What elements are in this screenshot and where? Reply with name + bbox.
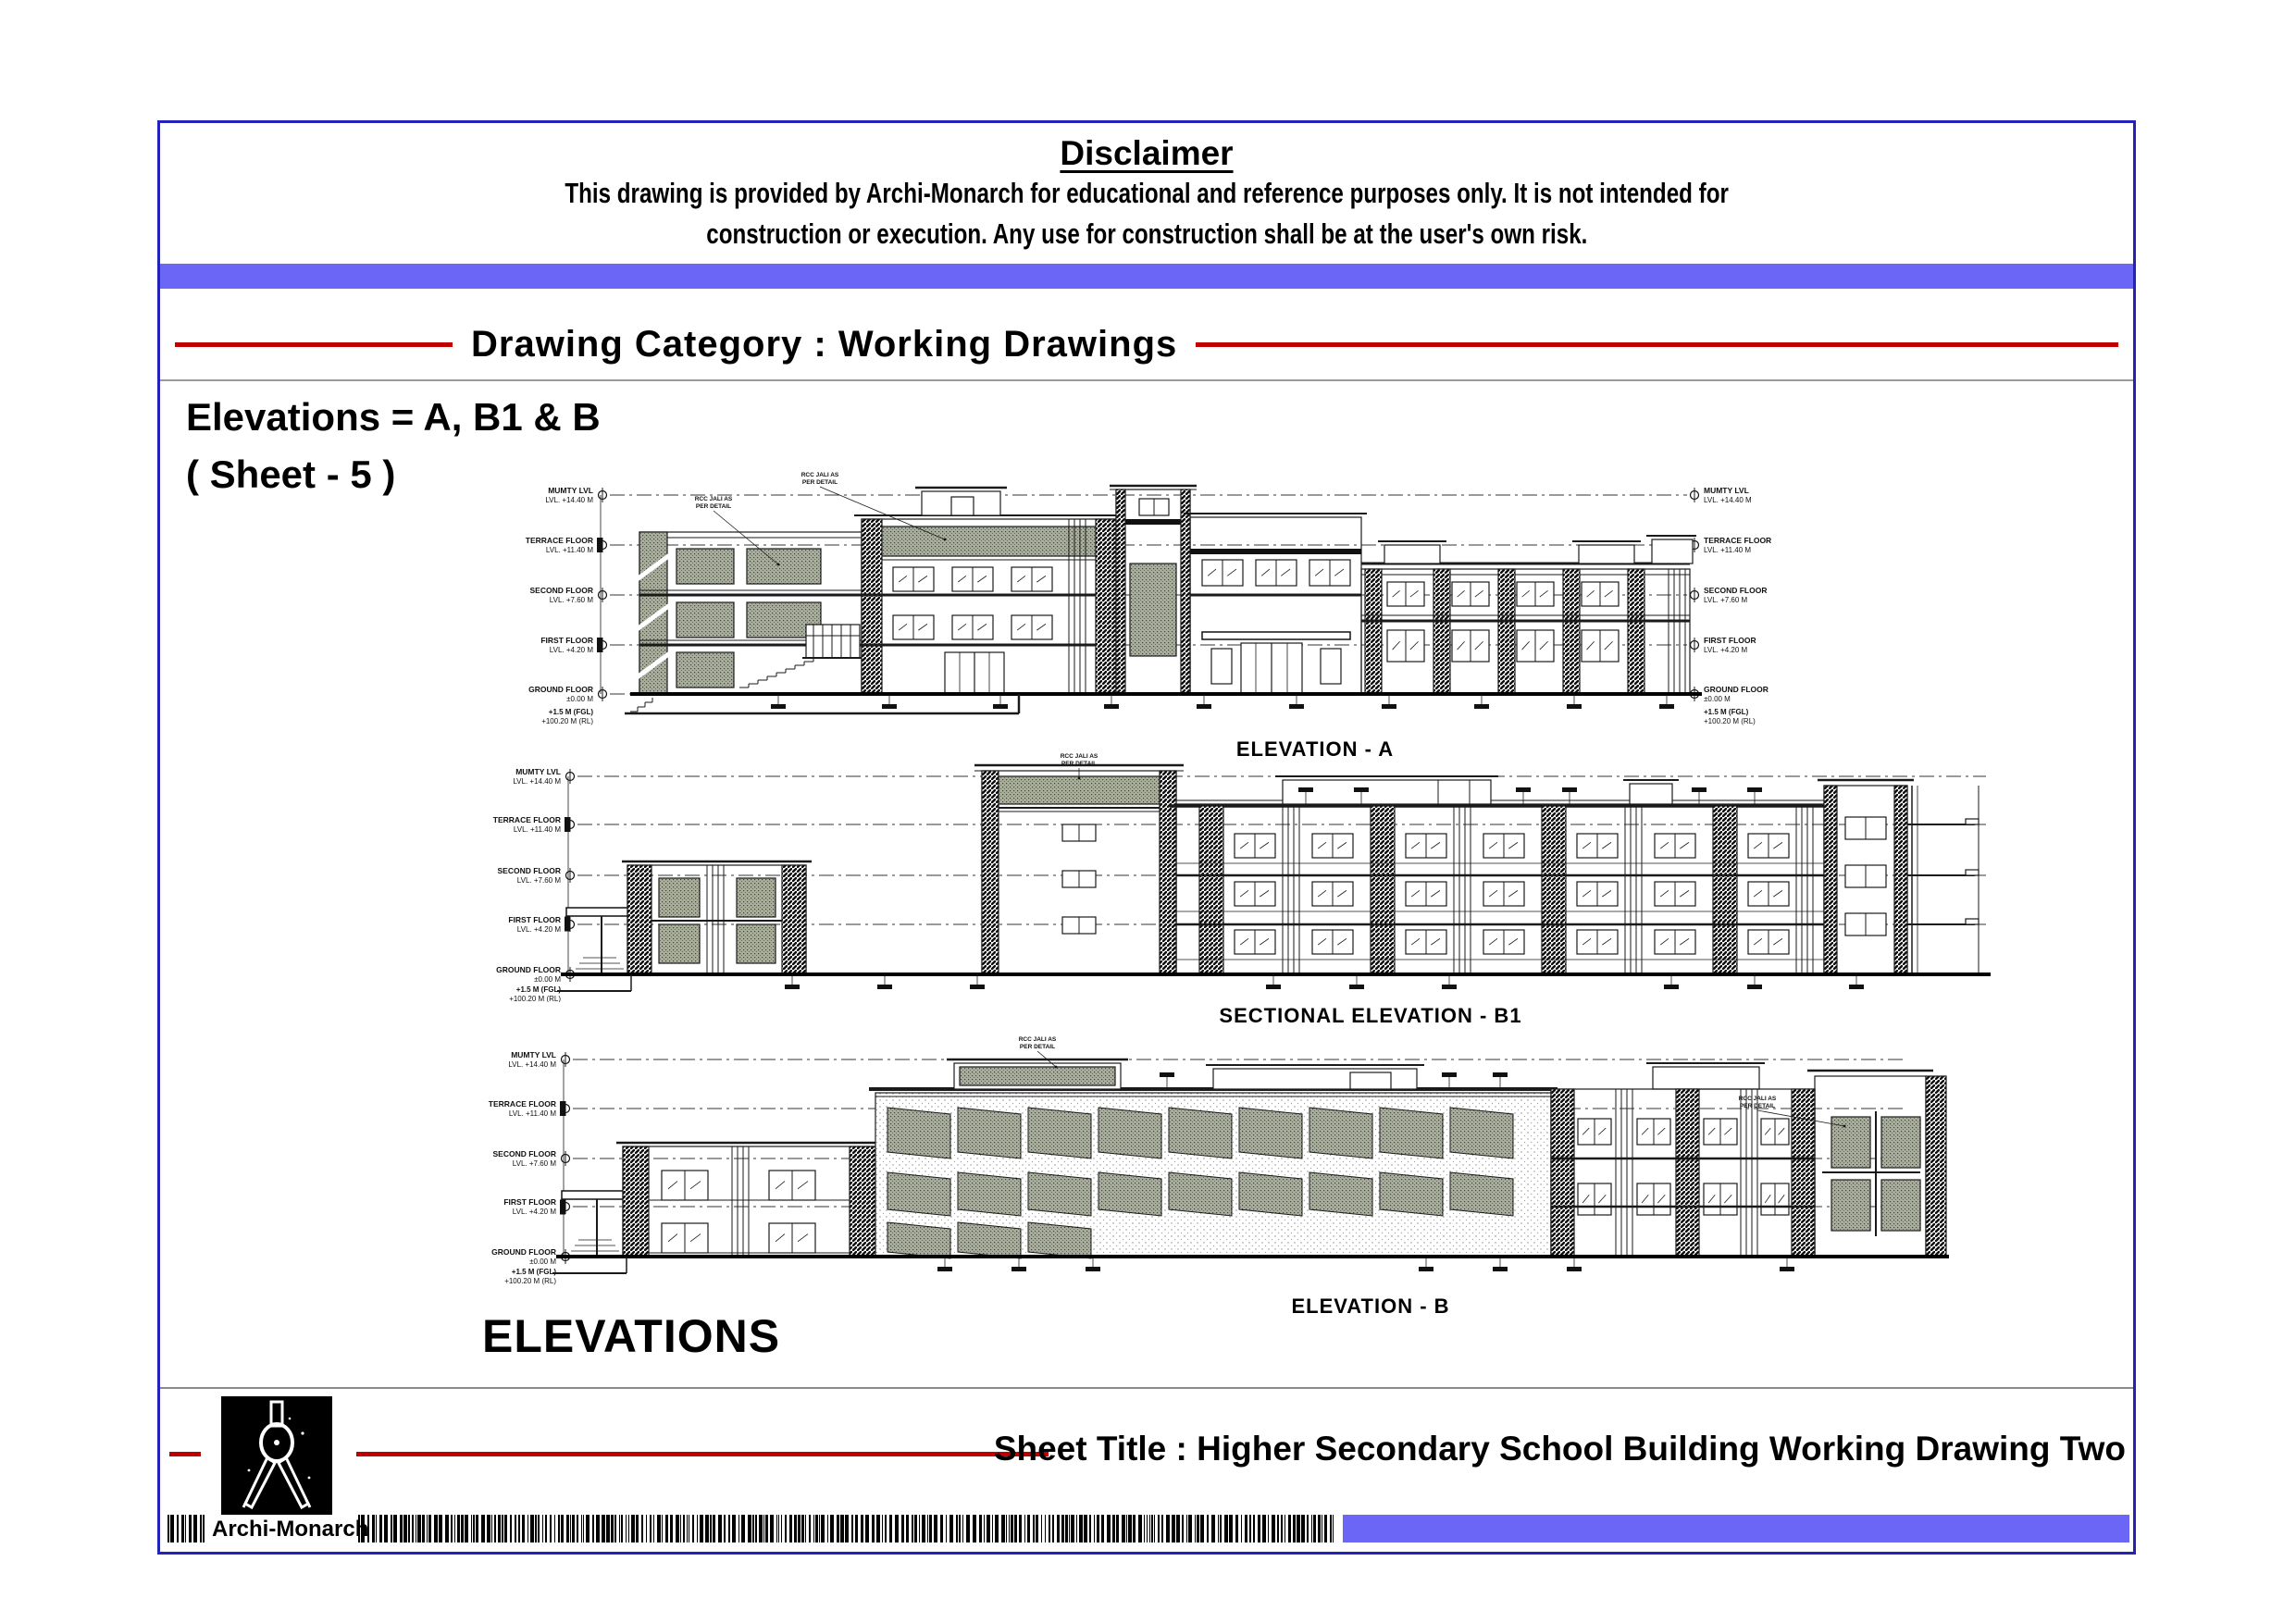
svg-text:+100.20 M (RL): +100.20 M (RL) <box>1704 717 1756 725</box>
elevation-a-figure: MUMTY LVL LVL. +14.40 M MUMTY LVL LVL. +14.… <box>501 467 1796 762</box>
sheet-heading-line2: ( Sheet - 5 ) <box>186 452 396 496</box>
svg-text:RCC JALI AS: RCC JALI AS <box>1061 753 1098 760</box>
svg-text:RCC JALI AS: RCC JALI AS <box>1739 1096 1777 1102</box>
compass-icon <box>221 1396 332 1515</box>
svg-text:LVL. +14.40 M: LVL. +14.40 M <box>508 1060 556 1069</box>
svg-text:+100.20 M (RL): +100.20 M (RL) <box>504 1277 556 1285</box>
svg-text:LVL. +4.20 M: LVL. +4.20 M <box>550 646 594 654</box>
svg-text:+1.5 M (FGL): +1.5 M (FGL) <box>1704 708 1749 716</box>
svg-text:LVL. +4.20 M: LVL. +4.20 M <box>517 925 562 934</box>
svg-text:PER DETAIL: PER DETAIL <box>1061 761 1097 767</box>
barcode <box>358 1515 1334 1542</box>
svg-text:GROUND FLOOR: GROUND FLOOR <box>1704 685 1769 694</box>
disclaimer-line-1: This drawing is provided by Archi-Monarc… <box>565 177 1729 209</box>
svg-text:TERRACE FLOOR: TERRACE FLOOR <box>1704 536 1771 545</box>
svg-text:PER DETAIL: PER DETAIL <box>1020 1044 1055 1050</box>
svg-text:SECOND FLOOR: SECOND FLOOR <box>530 586 593 595</box>
footer-rule <box>356 1452 1049 1456</box>
svg-text:TERRACE FLOOR: TERRACE FLOOR <box>489 1099 556 1109</box>
footer-separator <box>160 1387 2133 1389</box>
svg-text:LVL. +11.40 M: LVL. +11.40 M <box>1704 546 1751 554</box>
svg-text:LVL. +7.60 M: LVL. +7.60 M <box>550 596 594 604</box>
svg-text:LVL. +11.40 M: LVL. +11.40 M <box>546 546 593 554</box>
elevation-a-title: ELEVATION - A <box>1235 737 1395 761</box>
elevation-b-title: ELEVATION - B <box>1291 1295 1450 1318</box>
svg-text:GROUND FLOOR: GROUND FLOOR <box>491 1247 556 1257</box>
footer-rule-left-dash <box>169 1452 201 1456</box>
svg-text:MUMTY LVL: MUMTY LVL <box>515 767 561 776</box>
svg-text:FIRST FLOOR: FIRST FLOOR <box>503 1197 556 1207</box>
svg-text:LVL. +4.20 M: LVL. +4.20 M <box>513 1208 557 1216</box>
svg-text:LVL. +14.40 M: LVL. +14.40 M <box>1704 496 1752 504</box>
logo-text: Archi-Monarch <box>212 1517 369 1542</box>
svg-text:LVL. +7.60 M: LVL. +7.60 M <box>1704 596 1748 604</box>
header-divider-bar <box>160 264 2133 289</box>
category-rule-right <box>1196 341 2118 347</box>
category-label: Drawing Category : Working Drawings <box>471 323 1178 365</box>
category-separator <box>160 379 2133 381</box>
svg-text:MUMTY LVL: MUMTY LVL <box>511 1050 556 1059</box>
svg-text:SECOND FLOOR: SECOND FLOOR <box>498 866 561 875</box>
svg-text:MUMTY LVL: MUMTY LVL <box>1704 486 1749 495</box>
sectional-elevation-b1-title: SECTIONAL ELEVATION - B1 <box>1219 1004 1522 1027</box>
svg-text:RCC JALI AS: RCC JALI AS <box>695 496 733 502</box>
svg-text:LVL. +14.40 M: LVL. +14.40 M <box>513 777 561 786</box>
svg-text:FIRST FLOOR: FIRST FLOOR <box>1704 636 1756 645</box>
svg-text:RCC JALI AS: RCC JALI AS <box>801 472 839 478</box>
disclaimer-line-2: construction or execution. Any use for c… <box>705 217 1588 250</box>
svg-text:MUMTY LVL: MUMTY LVL <box>548 486 593 495</box>
svg-text:+100.20 M (RL): +100.20 M (RL) <box>541 717 593 725</box>
svg-text:±0.00 M: ±0.00 M <box>534 975 561 984</box>
svg-text:LVL. +7.60 M: LVL. +7.60 M <box>513 1159 557 1168</box>
drawing-category-row: Drawing Category : Working Drawings <box>160 323 2133 365</box>
sheet-title: Sheet Title : Higher Secondary School Bu… <box>993 1430 2126 1468</box>
svg-text:LVL. +11.40 M: LVL. +11.40 M <box>509 1109 556 1118</box>
svg-text:FIRST FLOOR: FIRST FLOOR <box>508 915 561 924</box>
svg-text:PER DETAIL: PER DETAIL <box>696 503 731 510</box>
svg-text:FIRST FLOOR: FIRST FLOOR <box>540 636 593 645</box>
elevations-section-label: ELEVATIONS <box>482 1310 781 1362</box>
sectional-elevation-b1-figure: MUMTY LVL LVL. +14.40 M TERRACE FLOOR LVL. … <box>468 752 1995 1028</box>
svg-text:LVL. +7.60 M: LVL. +7.60 M <box>517 876 562 885</box>
svg-text:LVL. +4.20 M: LVL. +4.20 M <box>1704 646 1748 654</box>
svg-text:TERRACE FLOOR: TERRACE FLOOR <box>493 815 561 824</box>
svg-text:±0.00 M: ±0.00 M <box>529 1258 556 1266</box>
sheet-heading-line1: Elevations = A, B1 & B <box>186 395 601 439</box>
svg-text:GROUND FLOOR: GROUND FLOOR <box>528 685 593 694</box>
svg-text:SECOND FLOOR: SECOND FLOOR <box>493 1149 556 1158</box>
archi-monarch-logo <box>221 1396 332 1515</box>
svg-text:PER DETAIL: PER DETAIL <box>1740 1103 1775 1109</box>
svg-text:+100.20 M (RL): +100.20 M (RL) <box>509 995 561 1002</box>
svg-text:+1.5 M (FGL): +1.5 M (FGL) <box>516 985 562 994</box>
elevation-b-figure: MUMTY LVL LVL. +14.40 M TERRACE FLOOR LVL. … <box>464 1034 1954 1319</box>
svg-text:RCC JALI AS: RCC JALI AS <box>1019 1036 1057 1043</box>
svg-text:+1.5 M (FGL): +1.5 M (FGL) <box>512 1268 557 1276</box>
svg-text:PER DETAIL: PER DETAIL <box>802 479 838 486</box>
disclaimer-title: Disclaimer <box>1060 134 1234 172</box>
footer-accent-bar <box>1343 1515 2129 1542</box>
barcode-left-segment <box>168 1515 205 1542</box>
svg-text:LVL. +14.40 M: LVL. +14.40 M <box>545 496 593 504</box>
svg-text:+1.5 M (FGL): +1.5 M (FGL) <box>549 708 594 716</box>
svg-text:LVL. +11.40 M: LVL. +11.40 M <box>514 825 561 834</box>
svg-text:TERRACE FLOOR: TERRACE FLOOR <box>526 536 593 545</box>
svg-text:GROUND FLOOR: GROUND FLOOR <box>496 965 561 974</box>
svg-text:SECOND FLOOR: SECOND FLOOR <box>1704 586 1767 595</box>
svg-text:±0.00 M: ±0.00 M <box>1704 695 1731 703</box>
category-rule-left <box>175 341 453 347</box>
drawing-sheet-page: Disclaimer This drawing is provided by A… <box>157 120 2136 1555</box>
svg-text:±0.00 M: ±0.00 M <box>566 695 593 703</box>
